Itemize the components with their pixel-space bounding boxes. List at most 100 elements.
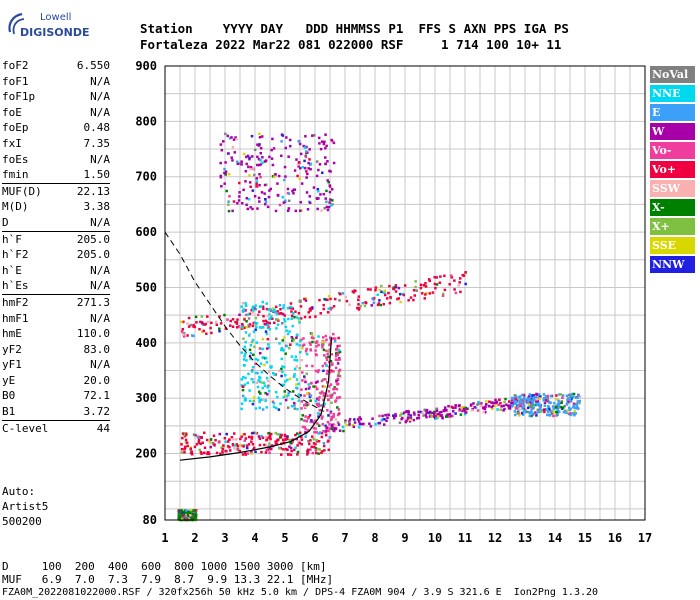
- echo-point: [289, 307, 293, 310]
- echo-point: [312, 186, 316, 189]
- echo-point: [292, 192, 295, 195]
- echo-point: [337, 423, 341, 426]
- echo-point: [181, 436, 184, 440]
- echo-point: [312, 385, 315, 388]
- echo-point: [312, 336, 315, 340]
- echo-point: [194, 433, 197, 437]
- echo-point: [356, 418, 360, 421]
- echo-point: [214, 320, 218, 324]
- echo-point: [337, 369, 341, 373]
- echo-point: [281, 370, 284, 374]
- echo-point: [303, 375, 306, 378]
- x-tick-label: 1: [161, 531, 168, 545]
- echo-point: [357, 420, 361, 423]
- echo-point: [447, 415, 451, 418]
- echo-point: [300, 418, 303, 421]
- echo-point: [424, 285, 428, 288]
- echo-point: [244, 437, 248, 440]
- echo-point: [528, 401, 532, 404]
- echo-point: [557, 402, 561, 405]
- echo-point: [328, 350, 331, 353]
- echo-point: [309, 307, 313, 310]
- echo-point: [193, 509, 196, 512]
- echo-point: [247, 334, 251, 337]
- echo-point: [323, 449, 326, 452]
- echo-point: [331, 415, 334, 418]
- echo-point: [276, 310, 279, 313]
- echo-point: [326, 160, 329, 163]
- echo-point: [555, 394, 558, 397]
- param-row: fxI 7.35: [2, 136, 110, 152]
- echo-point: [309, 420, 313, 424]
- echo-point: [520, 393, 524, 397]
- echo-point: [534, 395, 537, 399]
- echo-point: [321, 340, 325, 344]
- echo-point: [282, 365, 286, 369]
- echo-point: [220, 148, 224, 152]
- echo-point: [565, 402, 569, 405]
- echo-point: [549, 410, 553, 414]
- x-tick-label: 11: [458, 531, 472, 545]
- echo-point: [482, 406, 485, 410]
- echo-point: [546, 399, 549, 403]
- echo-point: [329, 198, 332, 201]
- logo-text-digisonde: DIGISONDE: [20, 26, 90, 39]
- echo-point: [183, 433, 186, 437]
- echo-point: [445, 409, 448, 412]
- echo-point: [273, 321, 276, 325]
- echo-point: [301, 165, 305, 169]
- echo-point: [330, 417, 333, 421]
- echo-point: [257, 144, 261, 147]
- echo-point: [305, 191, 309, 194]
- echo-point: [281, 365, 284, 368]
- echo-point: [329, 297, 332, 301]
- echo-point: [198, 448, 201, 452]
- echo-point: [528, 397, 532, 400]
- echo-point: [309, 349, 313, 352]
- echo-point: [330, 188, 334, 191]
- echo-point: [555, 404, 559, 407]
- echo-point: [329, 369, 333, 372]
- echo-point: [293, 407, 297, 410]
- echo-point: [313, 430, 316, 434]
- echo-point: [261, 436, 265, 439]
- echo-point: [280, 374, 283, 378]
- echo-point: [437, 413, 441, 416]
- legend-entry: X+: [650, 218, 695, 235]
- echo-point: [381, 414, 384, 418]
- echo-point: [241, 394, 245, 398]
- echo-point: [263, 183, 267, 187]
- echo-point: [436, 413, 439, 416]
- echo-point: [243, 383, 247, 386]
- echo-point: [206, 450, 210, 454]
- echo-point: [328, 427, 331, 430]
- echo-point: [513, 410, 517, 413]
- y-tick-label: 200: [135, 447, 157, 461]
- echo-point: [265, 444, 268, 447]
- echo-point: [245, 326, 248, 329]
- echo-point: [574, 396, 578, 400]
- echo-point: [557, 406, 560, 410]
- echo-point: [286, 187, 290, 191]
- echo-point: [280, 348, 283, 352]
- echo-point: [189, 451, 193, 455]
- echo-point: [252, 377, 256, 381]
- echo-point: [443, 409, 446, 413]
- echo-point: [536, 403, 539, 407]
- echo-point: [330, 425, 334, 428]
- echo-point: [448, 413, 452, 416]
- echo-point: [180, 443, 183, 446]
- echo-point: [180, 447, 184, 451]
- param-name: foF1p: [2, 90, 36, 104]
- echo-point: [196, 435, 200, 439]
- echo-point: [293, 367, 297, 371]
- echo-point: [459, 413, 463, 416]
- echo-point: [322, 405, 326, 408]
- echo-point: [265, 302, 268, 305]
- echo-point: [272, 405, 276, 409]
- echo-point: [328, 201, 331, 204]
- echo-point: [577, 407, 580, 410]
- echo-point: [182, 517, 186, 520]
- param-value: 22.13: [76, 184, 110, 198]
- echo-point: [517, 411, 520, 415]
